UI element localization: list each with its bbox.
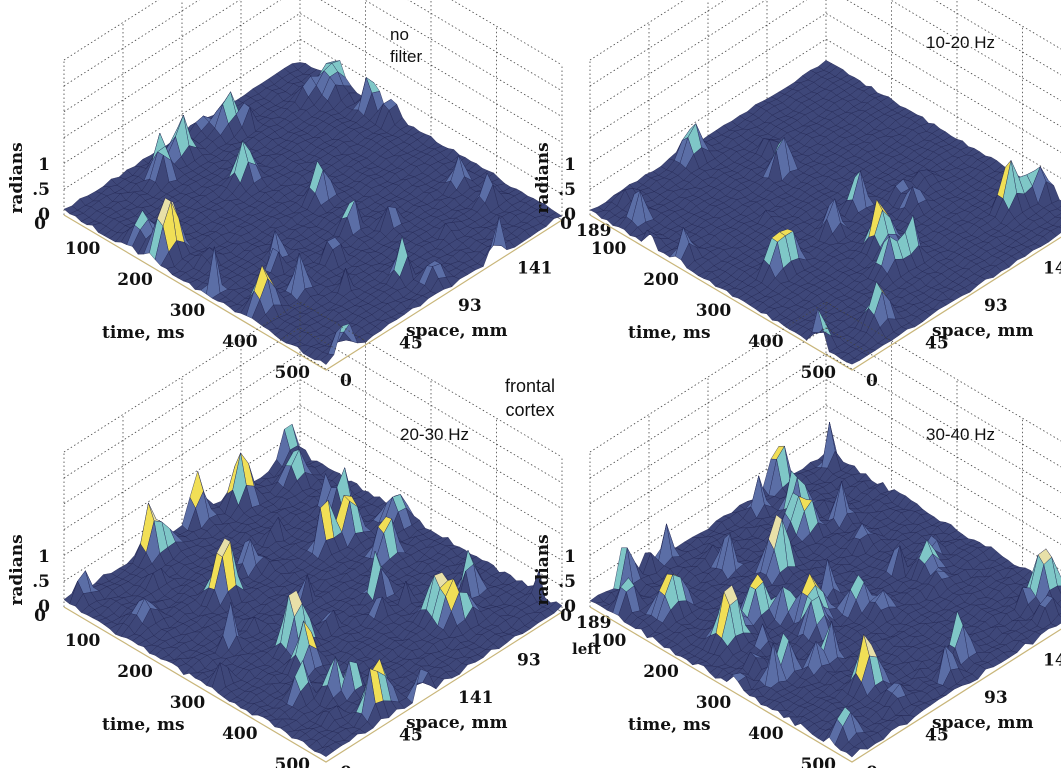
y-tick-label: 141 bbox=[1043, 651, 1061, 671]
z-tick-label: .5 bbox=[558, 572, 576, 592]
z-axis-label: radians bbox=[533, 534, 553, 605]
center-label-line-2: cortex bbox=[505, 400, 554, 420]
x-tick-label: 300 bbox=[170, 693, 206, 713]
x-axis-label: time, ms bbox=[628, 323, 711, 343]
y-tick-label: 93 bbox=[984, 688, 1008, 708]
z-axis-label: radians bbox=[533, 142, 553, 213]
x-tick-label: 200 bbox=[643, 662, 679, 682]
x-axis-label: time, ms bbox=[102, 323, 185, 343]
z-tick-label: .5 bbox=[558, 180, 576, 200]
x-tick-label: 400 bbox=[748, 724, 784, 744]
time-origin-label: 0 bbox=[34, 214, 46, 234]
z-tick-label: .5 bbox=[32, 572, 50, 592]
time-origin-label: 0 bbox=[560, 606, 572, 626]
x-tick-label: 500 bbox=[801, 363, 837, 383]
y-tick-label: 93 bbox=[517, 651, 541, 671]
x-tick-label: 200 bbox=[117, 662, 153, 682]
y-tick-label: 141 bbox=[458, 688, 494, 708]
surface-mesh bbox=[590, 60, 1061, 364]
x-axis-label: time, ms bbox=[102, 715, 185, 735]
x-tick-label: 100 bbox=[591, 239, 627, 259]
y-axis-label: space, mm bbox=[406, 713, 507, 733]
z-axis-label: radians bbox=[7, 142, 27, 213]
x-tick-label: 200 bbox=[117, 270, 153, 290]
panel-title: 10-20 Hz bbox=[926, 33, 995, 52]
x-tick-label: 400 bbox=[222, 332, 258, 352]
surface-mesh bbox=[64, 61, 562, 365]
x-tick-label: 100 bbox=[65, 631, 101, 651]
x-tick-label: 400 bbox=[748, 332, 784, 352]
panel-title: 30-40 Hz bbox=[926, 425, 995, 444]
y-tick-label: 93 bbox=[984, 296, 1008, 316]
z-tick-label: .5 bbox=[32, 180, 50, 200]
y-tick-label: 93 bbox=[458, 296, 482, 316]
x-tick-label: 300 bbox=[170, 301, 206, 321]
z-tick-label: 1 bbox=[564, 155, 576, 175]
center-label-line-1: frontal bbox=[505, 376, 555, 396]
z-tick-label: 1 bbox=[38, 547, 50, 567]
x-tick-label: 200 bbox=[643, 270, 679, 290]
x-tick-label: 100 bbox=[65, 239, 101, 259]
panel-title: no bbox=[390, 25, 409, 44]
y-tick-label: 0 bbox=[340, 763, 352, 768]
time-origin-label: 0 bbox=[34, 606, 46, 626]
z-tick-label: 1 bbox=[38, 155, 50, 175]
x-tick-label: 300 bbox=[696, 301, 732, 321]
z-axis-label: radians bbox=[7, 534, 27, 605]
y-tick-label: 141 bbox=[517, 259, 553, 279]
y-axis-label: space, mm bbox=[932, 713, 1033, 733]
x-tick-label: 300 bbox=[696, 693, 732, 713]
x-axis-label: time, ms bbox=[628, 715, 711, 735]
x-tick-label: 500 bbox=[801, 755, 837, 768]
panel-title: 20-30 Hz bbox=[400, 425, 469, 444]
y-tick-label: 141 bbox=[1043, 259, 1061, 279]
x-tick-label: 100 bbox=[591, 631, 627, 651]
x-tick-label: 500 bbox=[275, 755, 311, 768]
y-axis-label: space, mm bbox=[932, 321, 1033, 341]
time-origin-label: 0 bbox=[560, 214, 572, 234]
y-axis-label: space, mm bbox=[406, 321, 507, 341]
panel-title: filter bbox=[390, 47, 422, 66]
x-tick-label: 500 bbox=[275, 363, 311, 383]
x-tick-label: 400 bbox=[222, 724, 258, 744]
y-tick-label: 0 bbox=[866, 763, 878, 768]
z-tick-label: 1 bbox=[564, 547, 576, 567]
